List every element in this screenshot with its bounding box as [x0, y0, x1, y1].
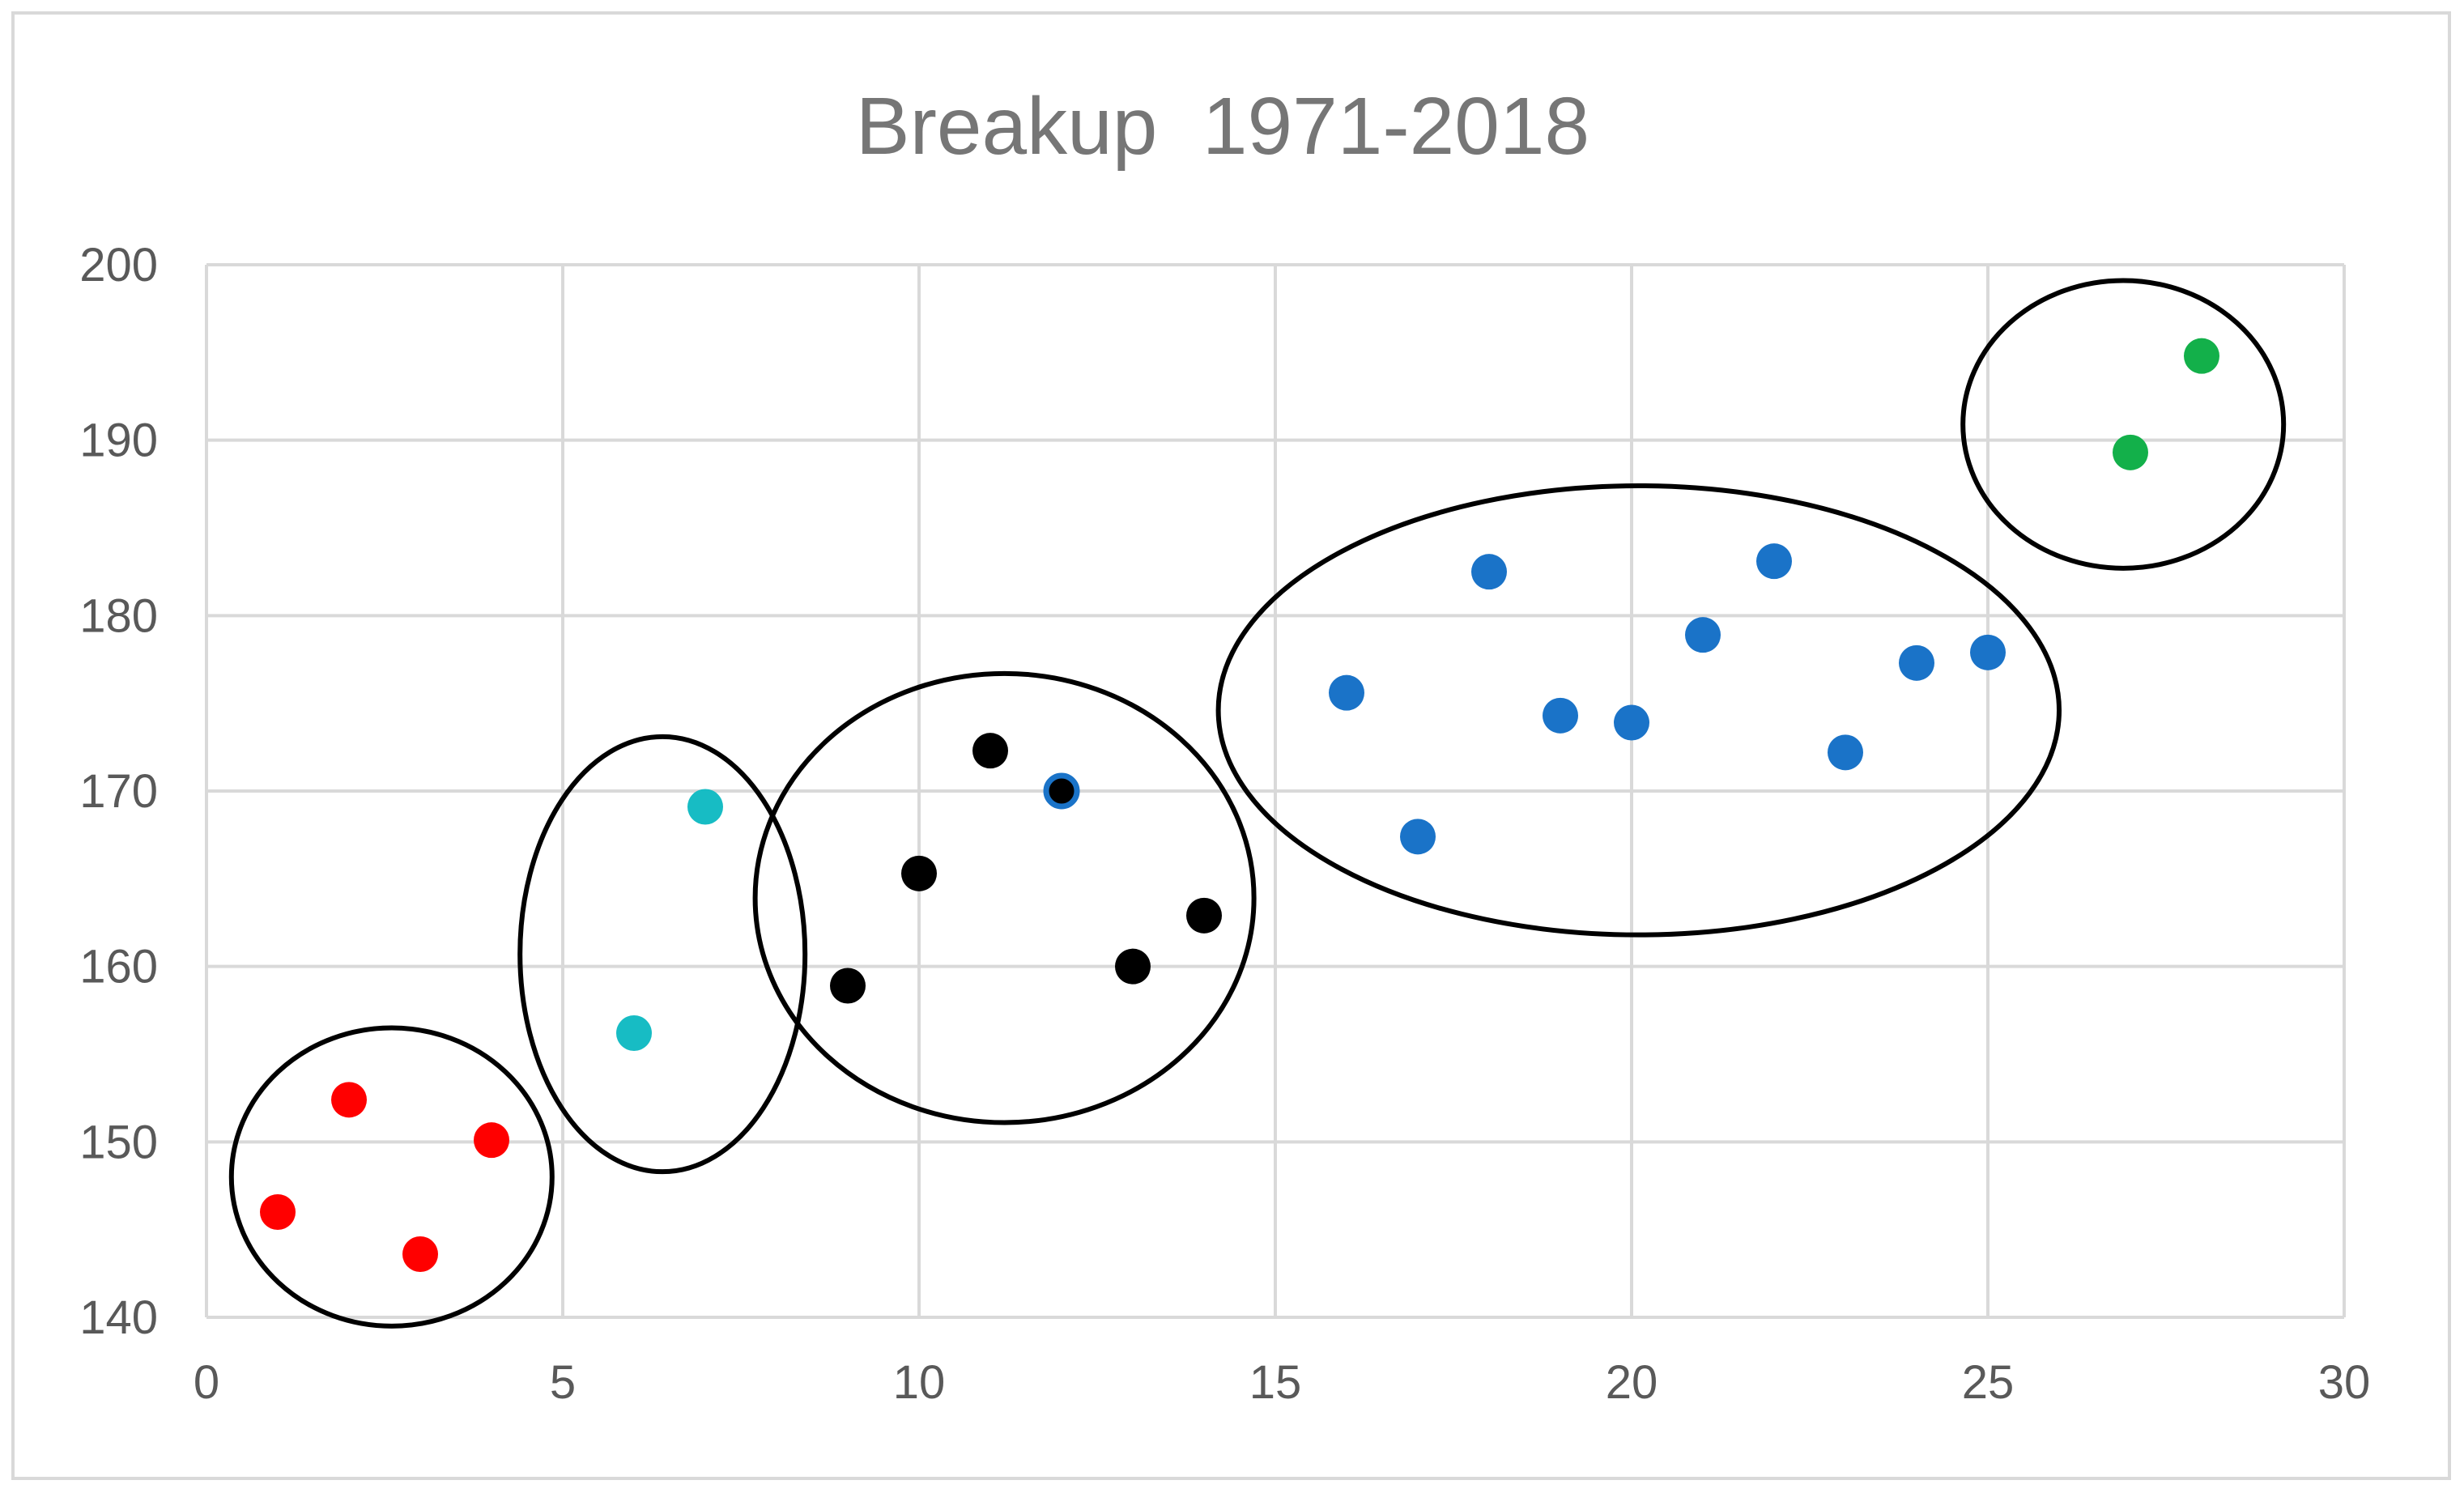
y-tick-label-170: 170 — [79, 765, 158, 818]
cluster-ellipse-2 — [517, 734, 808, 1175]
data-point-s2-1 — [616, 1015, 652, 1051]
y-tick-label-200: 200 — [79, 239, 158, 291]
y-tick-label-160: 160 — [79, 941, 158, 993]
chart-frame — [11, 11, 2451, 1480]
x-tick-label-20: 20 — [1606, 1356, 1658, 1409]
y-tick-label-150: 150 — [79, 1116, 158, 1168]
cluster-ellipse-1 — [228, 1025, 555, 1329]
data-point-s3-5 — [1115, 948, 1151, 985]
x-tick-label-0: 0 — [194, 1356, 219, 1409]
data-point-s3-6 — [1186, 897, 1222, 934]
data-point-s4-4 — [1543, 697, 1578, 734]
data-point-s1-3 — [402, 1236, 438, 1272]
data-point-s4-7 — [1756, 543, 1792, 580]
x-tick-label-25: 25 — [1962, 1356, 2015, 1409]
data-point-s4-6 — [1685, 617, 1721, 653]
data-point-s5-1 — [2113, 434, 2148, 470]
y-axis-tick-labels: 140 150 160 170 180 190 200 — [79, 239, 158, 1344]
y-tick-label-140: 140 — [79, 1291, 158, 1344]
y-tick-label-190: 190 — [79, 415, 158, 467]
data-point-s5-2 — [2184, 338, 2219, 374]
cluster-ellipse-5 — [1960, 278, 2287, 571]
data-points — [260, 338, 2219, 1272]
data-point-s3-4 — [1043, 772, 1080, 810]
data-point-s1-4 — [474, 1122, 509, 1159]
data-point-s4-2 — [1400, 819, 1436, 855]
data-point-s1-2 — [331, 1082, 367, 1118]
data-point-s1-1 — [260, 1194, 296, 1230]
data-point-s3-3 — [972, 733, 1008, 769]
x-tick-label-5: 5 — [550, 1356, 576, 1409]
gridlines — [205, 263, 2346, 1319]
x-axis-tick-labels: 0 5 10 15 20 25 30 — [194, 1356, 2370, 1409]
data-point-s2-2 — [687, 789, 723, 825]
x-tick-label-10: 10 — [893, 1356, 946, 1409]
cluster-ellipse-3 — [752, 670, 1257, 1125]
x-tick-label-15: 15 — [1249, 1356, 1302, 1409]
data-point-s4-3 — [1471, 554, 1507, 590]
data-point-s3-2 — [901, 855, 937, 891]
data-point-s4-9 — [1899, 644, 1934, 681]
x-tick-label-30: 30 — [2318, 1356, 2371, 1409]
data-point-s4-5 — [1614, 704, 1649, 741]
data-point-s4-8 — [1828, 734, 1863, 771]
data-point-s4-1 — [1329, 674, 1364, 711]
data-point-s4-10 — [1970, 634, 2006, 670]
cluster-ellipses — [228, 278, 2287, 1329]
y-tick-label-180: 180 — [79, 589, 158, 642]
data-point-s3-1 — [830, 968, 866, 1004]
cluster-ellipse-4 — [1215, 483, 2062, 938]
chart-title: Breakup 1971-2018 — [856, 81, 1589, 172]
